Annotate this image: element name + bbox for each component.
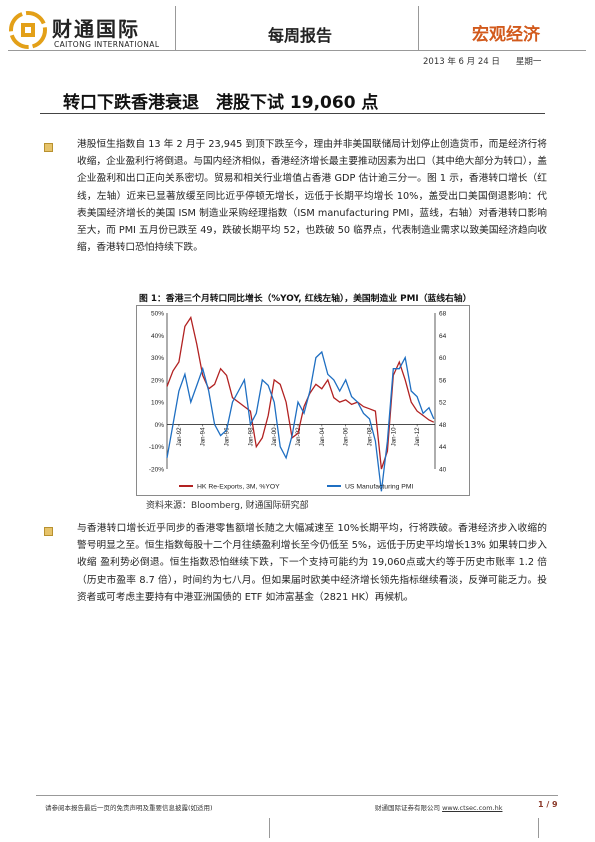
date-text: 2013 年 6 月 24 日 [423,57,500,67]
report-date: 2013 年 6 月 24 日 星期一 [423,55,541,67]
y-right-tick-label: 64 [439,333,447,340]
website-link[interactable]: www.ctsec.com.hk [442,804,503,812]
paragraph-2: 与香港转口增长近乎同步的香港零售额增长随之大幅减速至 10%长期平均，行将跌破。… [77,523,547,603]
y-right-tick-label: 48 [439,422,447,429]
chart-frame: 50% 40% 30% 20% 10% 0% -10% -20% 68 64 60 56 52 48 44 4… [136,305,470,496]
y-right-tick-label: 40 [439,467,447,474]
y-right-tick-label: 68 [439,311,447,318]
y-right-tick-label: 44 [439,444,447,451]
y-left-tick-label: 20% [151,377,164,384]
legend-label: HK Re-Exports, 3M, %YOY [197,484,280,491]
x-tick-label: Jan-10 [390,427,397,446]
footer-company: 财通国际证券有限公司 www.ctsec.com.hk [375,802,502,812]
y-left-tick-label: 0% [155,422,165,429]
y-left-tick-label: 30% [151,355,164,362]
logo-chinese-name: 财通国际 [52,17,140,41]
bullet-icon [44,527,53,536]
report-title: 转口下跌香港衰退 港股下试 19,060 点 [63,93,379,113]
title-rule [40,113,545,114]
x-tick-label: Jan-06 [343,427,350,446]
weekday-text: 星期一 [515,57,542,67]
bullet-icon [44,143,53,152]
series-line-hk-re-exports [166,315,435,470]
x-tick-label: Jan-96 [224,427,231,446]
logo-english-name: CAITONG INTERNATIONAL [54,40,160,49]
y-right-tick-label: 60 [439,355,447,362]
y-left-tick-label: 50% [151,311,164,318]
x-tick-label: Jan-08 [366,427,373,446]
y-left-tick-label: -20% [149,467,164,474]
x-tick-label: Jan-00 [271,427,278,446]
paragraph-1: 港股恒生指数自 13 年 2 月于 23,945 到顶下跌至今，理由并非美国联储… [77,139,547,254]
x-tick-label: Jan-94 [200,427,207,446]
legend-label: US Manufacturing PMI [345,484,413,491]
page-number: 1 / 9 [538,800,558,809]
x-tick-label: Jan-92 [176,427,183,446]
x-tick-label: Jan-98 [247,427,254,446]
y-left-tick-label: 10% [151,400,164,407]
section-name: 宏观经济 [472,25,540,45]
figure-source: 资料来源：Bloomberg, 财通国际研究部 [146,501,309,511]
y-right-tick-label: 56 [439,377,447,384]
y-right-tick-label: 52 [439,400,447,407]
series-line-us-pmi [166,350,435,492]
y-left-tick-label: 40% [151,333,164,340]
caitong-logo-icon [9,11,47,49]
footer-divider [538,818,539,838]
x-tick-label: Jan-12 [414,427,421,446]
footer-divider [269,818,270,838]
chart: 50% 40% 30% 20% 10% 0% -10% -20% 68 64 60 56 52 48 44 4… [149,311,447,492]
report-type: 每周报告 [268,26,333,45]
header-divider [175,6,176,50]
header-divider [418,6,419,50]
x-tick-label: Jan-04 [319,427,326,446]
footer-disclaimer: 请参阅本报告最后一页的免责声明及重要信息披露(如适用) [45,804,213,812]
y-left-tick-label: -10% [149,444,164,451]
figure-title: 图 1：香港三个月转口同比增长（%YOY, 红线左轴），美国制造业 PMI（蓝线… [139,294,472,304]
company-name: 财通国际证券有限公司 [375,804,443,812]
footer-rule [36,795,558,796]
x-tick-label: Jan-02 [295,427,302,446]
header-rule [8,50,586,51]
